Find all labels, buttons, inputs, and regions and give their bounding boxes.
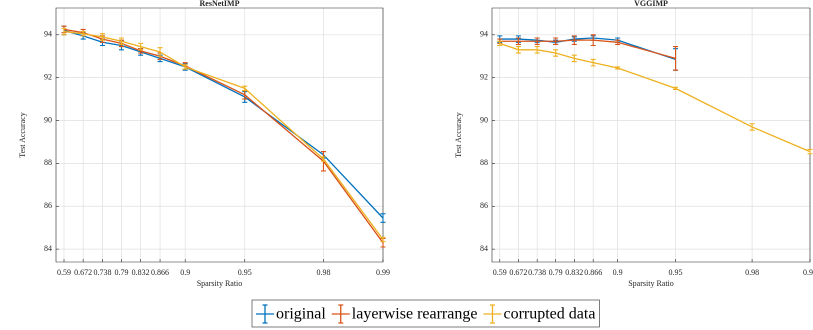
error-bar [497, 40, 503, 47]
plot-area [56, 8, 383, 262]
error-bar [182, 64, 188, 70]
x-tick-label: 0.79 [549, 268, 563, 277]
x-tick-label: 0.832 [565, 268, 583, 277]
subplot: 84 86 88 90 92 94 0.59 0.672 0.738 0.79 0.832 0.866… [454, 0, 813, 288]
x-tick-label: 0.98 [316, 268, 330, 277]
error-bar [553, 37, 559, 45]
legend-icon [256, 304, 274, 324]
chart-title: ResNetIMP [200, 0, 240, 8]
error-bar [807, 148, 813, 155]
legend: original layerwise rearrange corrupted dat… [251, 299, 600, 328]
x-tick-label: 0.79 [114, 268, 128, 277]
x-tick-label: 0.866 [584, 268, 602, 277]
axis-box [491, 7, 811, 263]
y-tick-label: 94 [44, 30, 52, 39]
x-tick-label: 0.59 [493, 268, 507, 277]
y-axis-label: Test Accuracy [18, 112, 27, 157]
error-bar [749, 123, 755, 131]
y-tick-label: 88 [44, 158, 52, 167]
y-tick-label: 90 [44, 115, 52, 124]
error-bar [534, 46, 540, 54]
chart-title: VGGIMP [634, 0, 668, 8]
y-tick-label: 86 [480, 201, 488, 210]
x-tick-label: 0.672 [509, 268, 527, 277]
error-bar [380, 213, 386, 223]
series-line [63, 30, 384, 240]
error-bar [80, 31, 86, 37]
error-bar [380, 236, 386, 243]
error-bar [515, 46, 521, 54]
y-tick-label: 90 [480, 115, 488, 124]
subplot: 84 86 88 90 92 94 0.59 0.672 0.738 0.79 0.832 0.866… [18, 0, 390, 288]
error-bar [590, 58, 596, 67]
legend-label: original [276, 306, 326, 323]
y-tick-label: 92 [44, 72, 52, 81]
series-line [63, 29, 384, 219]
error-bar [157, 47, 163, 57]
error-bar [320, 156, 326, 162]
x-tick-label: 0.99 [376, 268, 390, 277]
x-tick-label: 0.672 [74, 268, 92, 277]
series-line [499, 42, 811, 153]
y-tick-label: 84 [44, 244, 52, 253]
y-tick-label: 86 [44, 201, 52, 210]
axis-box [55, 7, 384, 263]
x-tick-label: 0.738 [528, 268, 546, 277]
legend-icon [483, 304, 502, 324]
y-tick-label: 94 [480, 30, 488, 39]
error-bar [571, 54, 577, 63]
error-bar [61, 27, 67, 36]
x-tick-label: 0.866 [151, 268, 169, 277]
y-tick-label: 88 [480, 158, 488, 167]
x-tick-label: 0.832 [132, 268, 150, 277]
y-tick-label: 84 [480, 244, 488, 253]
x-axis-label: Sparsity Ratio [197, 279, 243, 288]
y-axis-label: Test Accuracy [454, 112, 463, 157]
error-bar [571, 35, 577, 45]
legend-icon [331, 304, 350, 324]
legend-label: layerwise rearrange [352, 306, 478, 323]
x-axis-label: Sparsity Ratio [628, 279, 674, 288]
x-tick-label: 0.95 [238, 268, 252, 277]
error-bar [615, 39, 621, 45]
error-bar [553, 49, 559, 57]
error-bar [118, 37, 124, 45]
error-bar [673, 46, 679, 71]
error-bar [242, 85, 248, 92]
error-bar [534, 37, 540, 45]
x-tick-label: 0.9 [180, 268, 190, 277]
error-bar [515, 37, 521, 45]
x-tick-label: 0.99 [803, 268, 813, 277]
legend-label: corrupted data [503, 306, 595, 323]
x-tick-label: 0.95 [669, 268, 683, 277]
x-tick-label: 0.9 [613, 268, 623, 277]
x-tick-label: 0.738 [93, 268, 111, 277]
error-bar [99, 33, 105, 41]
error-bar [673, 86, 679, 91]
series-line [499, 39, 676, 59]
y-tick-label: 92 [480, 72, 488, 81]
x-tick-label: 0.98 [745, 268, 759, 277]
error-bar [138, 42, 144, 51]
error-bar [590, 34, 596, 47]
error-bar [615, 66, 621, 70]
legend-box [251, 299, 600, 328]
x-tick-label: 0.59 [57, 268, 71, 277]
plot-area [492, 8, 810, 262]
